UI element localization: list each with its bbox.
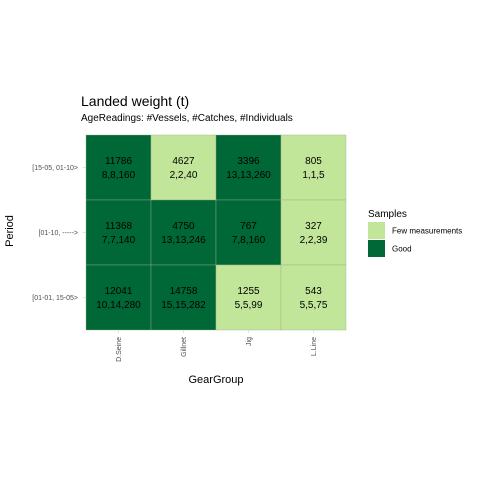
cell-readings-label: 10,14,280 (96, 300, 141, 311)
cell-tile (150, 199, 217, 266)
legend-label: Few measurements (392, 227, 462, 236)
legend-swatch (368, 222, 385, 239)
cell-readings-label: 13,13,260 (226, 170, 271, 181)
x-axis-title: GearGroup (188, 374, 243, 386)
cell-weight-label: 4750 (172, 221, 195, 232)
heatmap-cell: 4627 2,2,40 (150, 134, 217, 201)
cell-tile (280, 134, 347, 201)
cell-weight-label: 12041 (105, 286, 133, 297)
cell-weight-label: 543 (305, 286, 322, 297)
cell-tile (215, 264, 282, 331)
cell-readings-label: 7,7,140 (102, 235, 136, 246)
cell-weight-label: 1255 (237, 286, 260, 297)
heatmap-cell: 14758 15,15,282 (150, 264, 217, 331)
heatmap-cell: 12041 10,14,280 (85, 264, 152, 331)
cell-weight-label: 767 (240, 221, 257, 232)
cell-readings-label: 8,8,160 (102, 170, 136, 181)
legend-title: Samples (368, 209, 407, 220)
cell-tile (280, 199, 347, 266)
heatmap-cell: 805 1,1,5 (280, 134, 347, 201)
cell-readings-label: 1,1,5 (302, 170, 325, 181)
cell-tile (215, 134, 282, 201)
heatmap-cells: 11786 8,8,160 4627 2,2,40 3396 13,13,260 805 1,… (85, 134, 347, 331)
heatmap-cell: 767 7,8,160 (215, 199, 282, 266)
legend: Samples Few measurements Good (368, 209, 462, 257)
chart-subtitle: AgeReadings: #Vessels, #Catches, #Indivi… (81, 113, 293, 124)
cell-readings-label: 2,2,40 (170, 170, 198, 181)
cell-weight-label: 11368 (105, 221, 133, 232)
heatmap-cell: 327 2,2,39 (280, 199, 347, 266)
cell-weight-label: 4627 (172, 156, 195, 167)
x-tick-label: L.Line (311, 337, 318, 356)
legend-swatch (368, 240, 385, 257)
cell-tile (150, 134, 217, 201)
cell-tile (85, 264, 152, 331)
cell-tile (85, 199, 152, 266)
x-tick-label: Jig (246, 337, 253, 346)
y-tick-label: [15-05, 01-10> (32, 165, 78, 172)
cell-weight-label: 327 (305, 221, 322, 232)
cell-readings-label: 7,8,160 (232, 235, 266, 246)
heatmap-cell: 11786 8,8,160 (85, 134, 152, 201)
heatmap-cell: 543 5,5,75 (280, 264, 347, 331)
x-tick-label: D.Seine (116, 337, 123, 362)
cell-readings-label: 5,5,75 (300, 300, 328, 311)
heatmap-cell: 11368 7,7,140 (85, 199, 152, 266)
cell-tile (280, 264, 347, 331)
cell-tile (85, 134, 152, 201)
cell-weight-label: 805 (305, 156, 322, 167)
x-tick-label: Gillnet (181, 337, 188, 357)
cell-tile (150, 264, 217, 331)
cell-weight-label: 11786 (105, 156, 133, 167)
cell-readings-label: 15,15,282 (161, 300, 206, 311)
cell-weight-label: 3396 (237, 156, 260, 167)
cell-readings-label: 2,2,39 (300, 235, 328, 246)
y-tick-label: [01-10, -----> (39, 230, 78, 237)
cell-tile (215, 199, 282, 266)
cell-readings-label: 13,13,246 (161, 235, 206, 246)
x-axis-ticks: D.Seine Gillnet Jig L.Line (116, 330, 318, 362)
y-axis-ticks: [15-05, 01-10> [01-10, -----> [01-01, 15-0… (32, 165, 86, 302)
heatmap-cell: 1255 5,5,99 (215, 264, 282, 331)
heatmap-cell: 3396 13,13,260 (215, 134, 282, 201)
y-tick-label: [01-01, 15-05> (32, 295, 78, 302)
cell-readings-label: 5,5,99 (235, 300, 263, 311)
cell-weight-label: 14758 (170, 286, 198, 297)
legend-label: Good (392, 245, 412, 254)
y-axis-title: Period (4, 215, 16, 247)
heatmap-cell: 4750 13,13,246 (150, 199, 217, 266)
chart-title: Landed weight (t) (81, 93, 189, 109)
